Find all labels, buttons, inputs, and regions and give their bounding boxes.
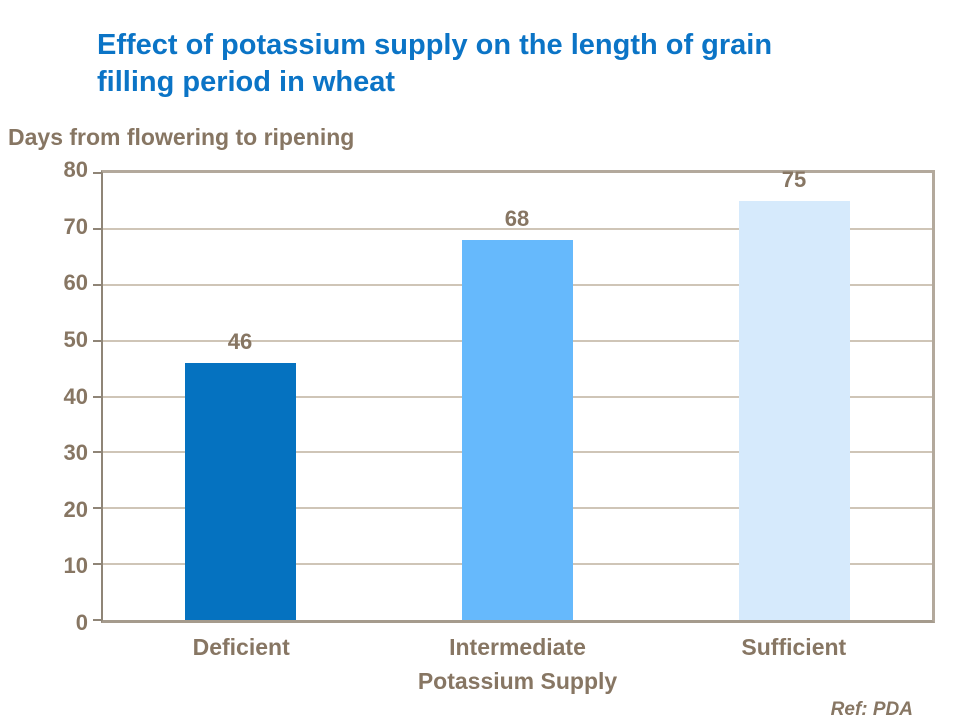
y-axis-tick bbox=[93, 172, 101, 174]
y-tick-label: 0 bbox=[75, 610, 88, 635]
chart-title-line-2: filling period in wheat bbox=[97, 66, 396, 98]
bar-sufficient: 75 bbox=[738, 167, 850, 620]
reference-note: Ref: PDA bbox=[830, 699, 913, 720]
x-axis-title: Potassium Supply bbox=[417, 668, 618, 694]
y-axis-tick bbox=[93, 227, 101, 230]
y-tick-label: 30 bbox=[63, 440, 88, 466]
y-tick-label: 40 bbox=[63, 383, 88, 409]
bar-value-label: 46 bbox=[227, 328, 253, 354]
bar-intermediate: 68 bbox=[461, 206, 573, 620]
bar-value-label: 75 bbox=[781, 166, 807, 192]
y-tick-label: 80 bbox=[63, 157, 88, 182]
plot-area: 46 68 75 bbox=[93, 167, 935, 623]
chart-title-line-1: Effect of potassium supply on the length… bbox=[97, 29, 773, 61]
y-tick-label: 10 bbox=[63, 553, 88, 579]
y-axis-tick bbox=[93, 339, 101, 342]
y-tick-label: 60 bbox=[63, 270, 88, 296]
x-axis-tick-labels: Deficient Intermediate Sufficient bbox=[103, 634, 932, 661]
x-tick-label-intermediate: Intermediate bbox=[449, 634, 586, 660]
y-axis-tick bbox=[93, 563, 101, 566]
y-axis-tick-labels: 0 10 20 30 40 50 60 70 80 bbox=[36, 157, 88, 635]
y-axis-tick bbox=[93, 451, 101, 454]
x-tick-label-deficient: Deficient bbox=[192, 634, 290, 660]
y-tick-label: 70 bbox=[63, 213, 88, 239]
y-axis-tick bbox=[93, 507, 101, 510]
x-tick-label-sufficient: Sufficient bbox=[741, 634, 847, 660]
bar-deficient: 46 bbox=[184, 329, 296, 620]
y-axis-tick bbox=[93, 395, 101, 398]
chart-title: Effect of potassium supply on the length… bbox=[97, 27, 887, 101]
bar-value-label: 68 bbox=[504, 206, 530, 232]
y-axis-title: Days from flowering to ripening bbox=[8, 124, 355, 150]
y-tick-label: 20 bbox=[63, 496, 88, 522]
y-axis-tick bbox=[93, 283, 101, 286]
y-tick-label: 50 bbox=[63, 326, 88, 352]
y-axis-tick bbox=[93, 619, 101, 621]
gridline bbox=[103, 227, 932, 230]
